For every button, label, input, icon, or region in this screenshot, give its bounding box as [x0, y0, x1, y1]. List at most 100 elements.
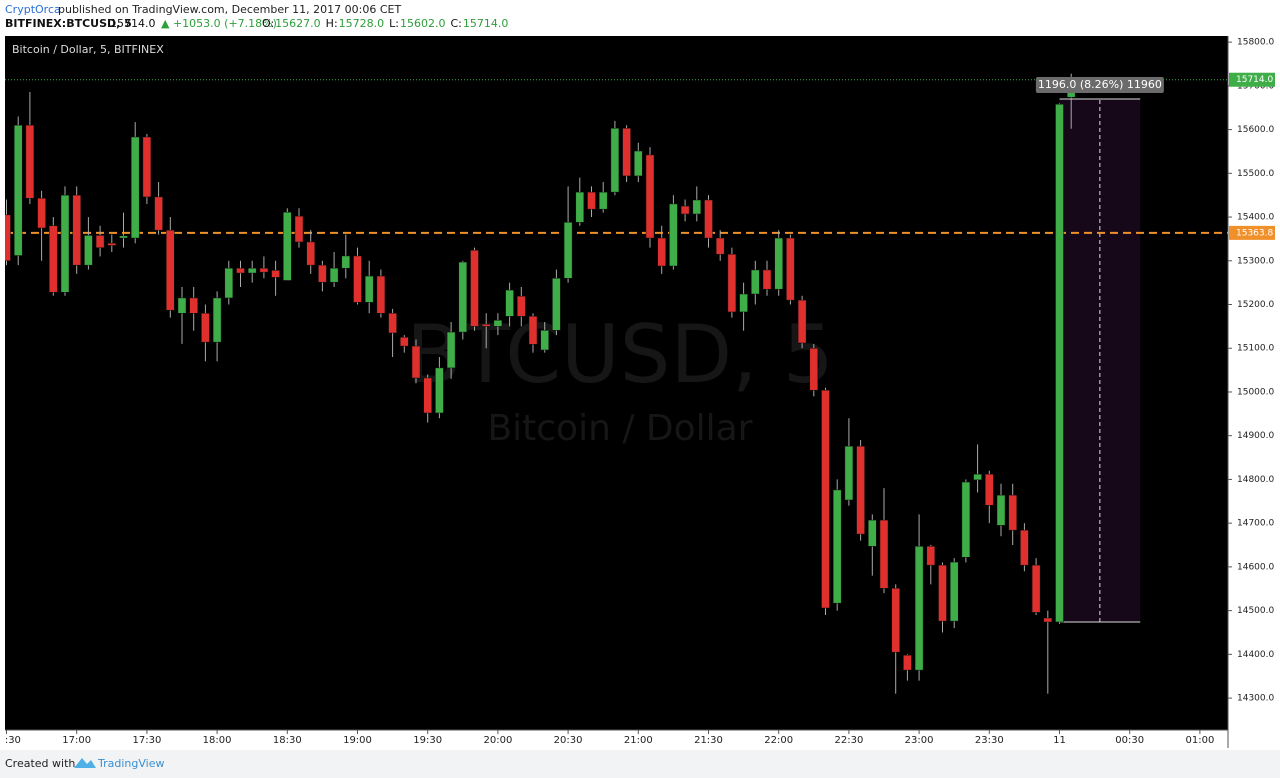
candle-body: [540, 330, 549, 351]
candle-body: [891, 588, 900, 653]
footer-created: Created with: [5, 757, 75, 770]
candle-body: [341, 255, 351, 269]
candle-body: [247, 267, 257, 274]
y-tick-label: 14600.0: [1237, 562, 1274, 572]
candle-body: [294, 215, 304, 243]
candle-body: [669, 203, 678, 267]
ohlc-value: 15627.0: [275, 17, 321, 30]
candle-body: [224, 267, 234, 299]
candle-body: [376, 275, 386, 314]
candle-body: [130, 136, 140, 239]
ohlc-label: C:: [451, 17, 462, 30]
y-tick-label: 14300.0: [1237, 694, 1274, 704]
candle-body: [154, 196, 163, 231]
candle-body: [797, 299, 807, 344]
candle-body: [84, 235, 93, 266]
candle-body: [1031, 564, 1041, 613]
candle-body: [493, 319, 503, 327]
candle-body: [587, 191, 596, 210]
candle-body: [37, 197, 46, 229]
candle-body: [411, 345, 421, 379]
candle-body: [786, 237, 795, 301]
y-tick-label: 14500.0: [1237, 606, 1274, 616]
y-tick-label: 15000.0: [1237, 387, 1274, 397]
footer-brand[interactable]: TradingView: [97, 757, 164, 770]
candle-body: [166, 229, 175, 311]
x-tick-label: 17:00: [62, 735, 91, 746]
candle-body: [25, 124, 35, 199]
x-tick-label: 11: [1053, 735, 1066, 746]
candle-body: [271, 270, 280, 278]
candle-body: [400, 337, 409, 347]
candle-body: [680, 205, 690, 215]
candle-body: [119, 235, 128, 239]
candle-body: [996, 494, 1006, 526]
x-tick-label: 22:30: [834, 735, 863, 746]
candle-body: [961, 481, 971, 558]
ohlc-label: L:: [389, 17, 399, 30]
change: ▲ +1053.0 (+7.18%): [161, 17, 277, 30]
y-tick-label: 15200.0: [1237, 300, 1274, 310]
candle-body: [388, 313, 397, 334]
candle-body: [1055, 103, 1064, 623]
candle-body: [903, 654, 912, 671]
last-price-tag: 15714.0: [1236, 75, 1273, 85]
hline-tag: 15363.8: [1236, 228, 1273, 238]
candle-body: [774, 237, 783, 290]
x-tick-label: 18:00: [203, 735, 232, 746]
symbol: BITFINEX:BTCUSD, 5: [5, 17, 132, 30]
author[interactable]: CryptOrca: [5, 3, 61, 16]
y-tick-label: 14900.0: [1237, 431, 1274, 441]
candle-body: [868, 519, 877, 547]
ohlc: O: 15627.0 H: 15728.0 L: 15602.0 C: 15714.0: [262, 17, 508, 30]
candle-body: [353, 255, 362, 303]
candle-body: [832, 489, 842, 604]
y-tick-label: 14400.0: [1237, 650, 1274, 660]
measure-label-bg: [1035, 76, 1164, 93]
x-tick-label: 16:30: [0, 735, 21, 746]
ohlc-value: 15602.0: [400, 17, 446, 30]
y-tick-label: 15300.0: [1237, 256, 1274, 266]
candle-body: [949, 561, 959, 622]
published: published on TradingView.com, December 1…: [58, 3, 401, 16]
candle-body: [645, 154, 655, 239]
candle-body: [283, 211, 292, 281]
candle-body: [259, 267, 269, 273]
tv-logo: [74, 758, 96, 768]
candle-body: [528, 316, 538, 345]
candle-body: [49, 225, 58, 293]
watermark-subtitle: Bitcoin / Dollar: [487, 408, 752, 449]
candle-body: [177, 297, 187, 314]
candle-body: [13, 124, 23, 256]
candle-body: [985, 473, 994, 506]
candle-body: [142, 136, 152, 198]
candle-body: [926, 546, 936, 566]
candle-body: [1043, 617, 1053, 623]
candle-body: [727, 253, 737, 313]
y-tick-label: 15800.0: [1237, 38, 1274, 48]
candle-body: [879, 519, 889, 589]
chart-title: Bitcoin / Dollar, 5, BITFINEX: [12, 43, 164, 56]
candle-body: [973, 473, 982, 481]
x-tick-label: 18:30: [273, 735, 302, 746]
x-tick-label: 19:00: [343, 735, 372, 746]
plot: 16:30 17:00 17:30 18:00 18:30 19:00 19:30 20:00…: [0, 73, 1228, 746]
candle-body: [236, 267, 245, 274]
candle-body: [306, 241, 315, 266]
candle-body: [610, 128, 620, 193]
x-tick-label: 20:30: [554, 735, 583, 746]
candle-body: [809, 347, 819, 391]
x-tick-label: 23:30: [975, 735, 1004, 746]
candle-body: [435, 367, 444, 414]
candle-body: [938, 564, 947, 622]
y-tick-label: 14800.0: [1237, 475, 1274, 485]
candle-body: [704, 199, 713, 239]
candle-body: [329, 267, 339, 283]
candle-body: [189, 297, 198, 314]
candle-body: [914, 546, 924, 671]
hline-tag-bg: [1229, 225, 1275, 240]
candle-body: [751, 269, 760, 295]
x-tick-label: 22:00: [764, 735, 793, 746]
y-tick-label: 15100.0: [1237, 344, 1274, 354]
candle-body: [517, 295, 526, 317]
